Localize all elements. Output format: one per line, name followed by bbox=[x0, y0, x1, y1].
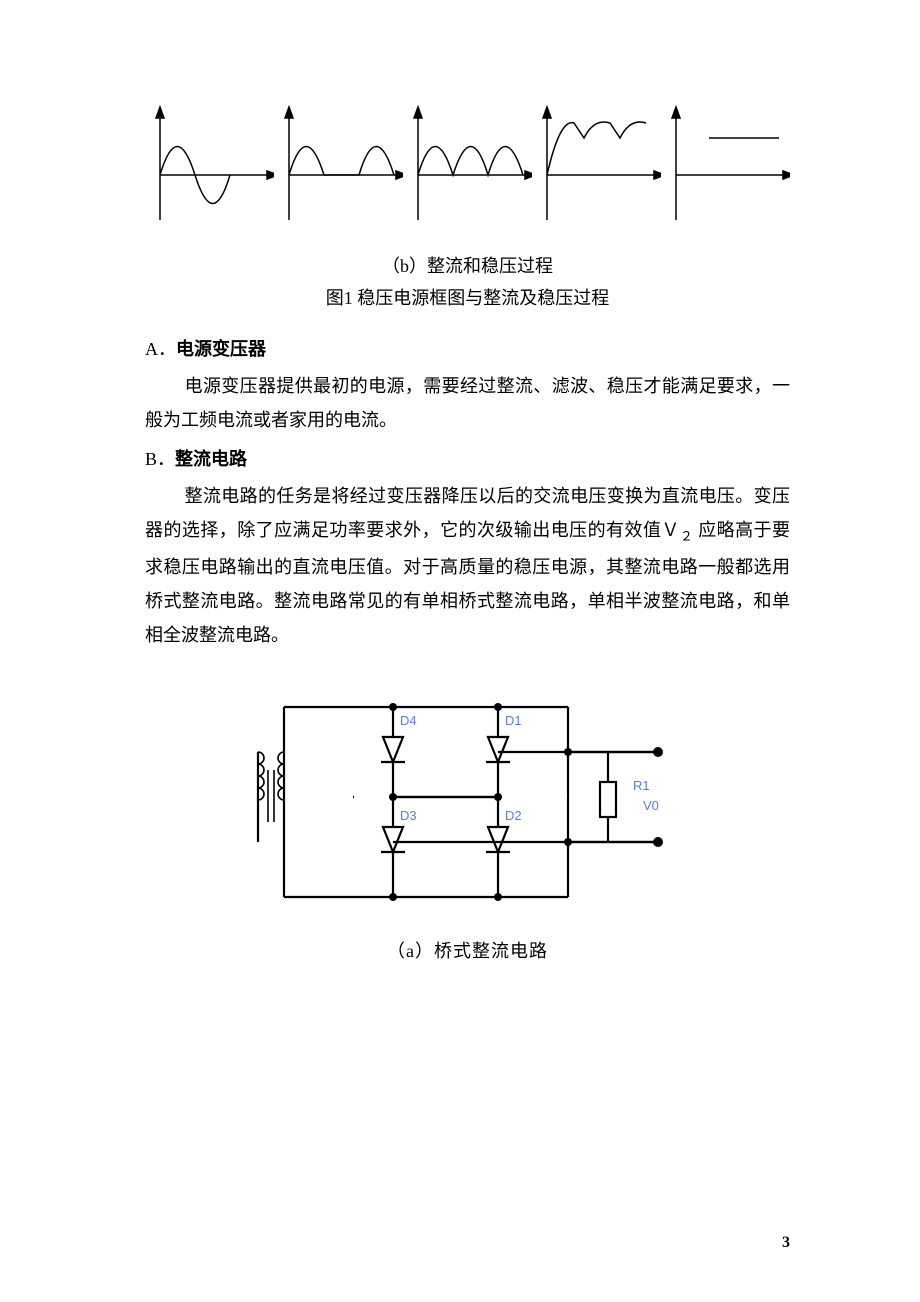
para-b: 整流电路的任务是将经过变压器降压以后的交流电压变换为直流电压。变压器的选择，除了… bbox=[145, 479, 790, 652]
fig1-caption-main: 图1 稳压电源框图与整流及稳压过程 bbox=[145, 282, 790, 314]
waveform-row bbox=[145, 100, 790, 240]
heading-a: A．电源变压器 bbox=[145, 335, 790, 361]
waveform-sine bbox=[145, 100, 274, 240]
heading-b-letter: B． bbox=[145, 449, 175, 469]
label-d2: D2 bbox=[505, 808, 522, 823]
bridge-rectifier-circuit: D4 D1 D3 D2 R1 V0 bbox=[238, 682, 698, 922]
heading-b-title: 整流电路 bbox=[175, 449, 247, 469]
label-v0: V0 bbox=[643, 798, 659, 813]
label-r1: R1 bbox=[633, 778, 650, 793]
heading-b: B．整流电路 bbox=[145, 445, 790, 471]
waveform-halfwave bbox=[274, 100, 403, 240]
waveform-fullwave bbox=[403, 100, 532, 240]
label-d4: D4 bbox=[400, 713, 417, 728]
circuit-caption: （a）桥式整流电路 bbox=[387, 937, 548, 963]
waveform-dc bbox=[661, 100, 790, 240]
page-number: 3 bbox=[782, 1234, 790, 1252]
heading-a-letter: A． bbox=[145, 339, 176, 359]
fig1-caption-b: （b）整流和稳压过程 bbox=[145, 250, 790, 282]
para-a: 电源变压器提供最初的电源，需要经过整流、滤波、稳压才能满足要求，一般为工频电流或… bbox=[145, 369, 790, 437]
para-b-subscript: ２ bbox=[680, 529, 693, 544]
heading-a-title: 电源变压器 bbox=[176, 339, 266, 359]
circuit-block: D4 D1 D3 D2 R1 V0 （a）桥式整流电路 bbox=[145, 682, 790, 963]
label-d3: D3 bbox=[400, 808, 417, 823]
label-d1: D1 bbox=[505, 713, 522, 728]
waveform-ripple bbox=[532, 100, 661, 240]
